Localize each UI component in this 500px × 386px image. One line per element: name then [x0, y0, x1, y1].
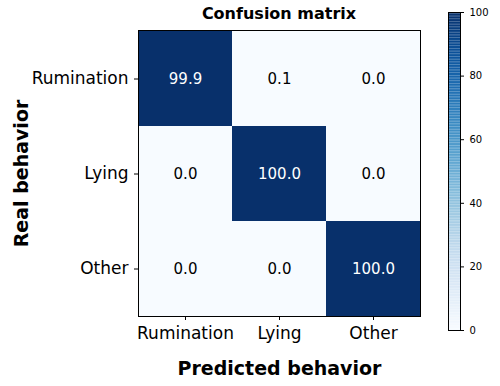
svg-text:40: 40 — [470, 198, 483, 209]
svg-text:Rumination: Rumination — [32, 68, 129, 88]
svg-text:100: 100 — [470, 7, 489, 18]
svg-text:Lying: Lying — [257, 323, 301, 343]
svg-text:0.1: 0.1 — [268, 70, 292, 88]
svg-text:20: 20 — [470, 261, 483, 272]
svg-text:0: 0 — [470, 325, 476, 336]
svg-text:0.0: 0.0 — [362, 165, 386, 183]
svg-text:Lying: Lying — [84, 163, 128, 183]
svg-text:Other: Other — [80, 258, 128, 278]
svg-text:99.9: 99.9 — [169, 70, 202, 88]
svg-text:0.0: 0.0 — [174, 165, 198, 183]
svg-text:0.0: 0.0 — [268, 260, 292, 278]
svg-text:100.0: 100.0 — [258, 165, 301, 183]
html-text:Confusion matrix: Confusion matrix — [201, 4, 357, 23]
svg-text:Predicted behavior: Predicted behavior — [178, 357, 383, 379]
svg-text:100.0: 100.0 — [352, 260, 395, 278]
svg-text:Rumination: Rumination — [137, 323, 234, 343]
svg-text:Other: Other — [349, 323, 397, 343]
svg-text:80: 80 — [470, 70, 483, 81]
svg-text:60: 60 — [470, 134, 483, 145]
svg-text:0.0: 0.0 — [174, 260, 198, 278]
svg-text:0.0: 0.0 — [362, 70, 386, 88]
svg-text:Real behavior: Real behavior — [10, 99, 32, 247]
